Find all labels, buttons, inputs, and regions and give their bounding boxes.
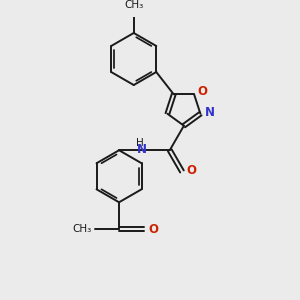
Text: N: N: [136, 143, 146, 156]
Text: O: O: [187, 164, 197, 177]
Text: O: O: [197, 85, 207, 98]
Text: CH₃: CH₃: [124, 0, 143, 10]
Text: O: O: [148, 223, 158, 236]
Text: CH₃: CH₃: [72, 224, 92, 234]
Text: H: H: [136, 138, 144, 148]
Text: N: N: [205, 106, 215, 118]
